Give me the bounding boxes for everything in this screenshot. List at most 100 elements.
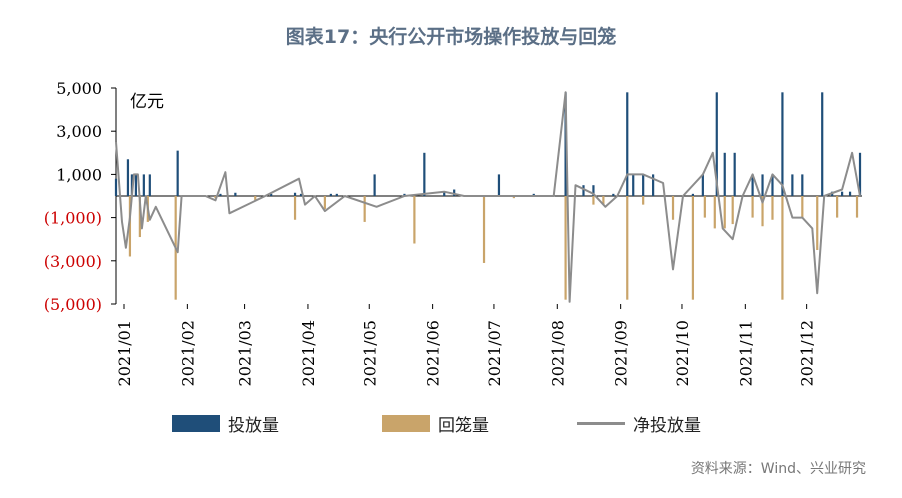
inject-bar bbox=[453, 189, 456, 196]
inject-bar bbox=[329, 193, 332, 196]
inject-bar bbox=[761, 174, 764, 196]
source-note: 资料来源：Wind、兴业研究 bbox=[690, 461, 866, 477]
withdraw-bar bbox=[771, 196, 774, 220]
withdraw-bar bbox=[816, 196, 819, 250]
withdraw-bar bbox=[751, 196, 754, 218]
withdraw-bar bbox=[323, 196, 326, 209]
legend-item-withdraw: 回笼量 bbox=[382, 410, 489, 436]
y-tick-label: (3,000) bbox=[44, 252, 102, 271]
inject-bar bbox=[592, 185, 595, 196]
inject-bar bbox=[642, 174, 645, 196]
bar-layer bbox=[114, 92, 862, 300]
inject-bar bbox=[582, 185, 585, 196]
y-tick-label: 1,000 bbox=[56, 165, 102, 184]
x-tick-label: 2021/12 bbox=[798, 320, 817, 386]
withdraw-bar bbox=[761, 196, 764, 227]
x-tick-label: 2021/09 bbox=[612, 320, 631, 386]
withdraw-bar bbox=[254, 196, 257, 201]
y-unit-label: 亿元 bbox=[130, 92, 164, 112]
withdraw-bar bbox=[293, 196, 297, 220]
inject-bar bbox=[134, 174, 137, 196]
inject-bar bbox=[781, 92, 784, 196]
x-tick-label: 2021/01 bbox=[115, 320, 134, 386]
net-injection-line bbox=[115, 91, 861, 303]
inject-bar bbox=[219, 193, 222, 196]
inject-bar bbox=[126, 159, 130, 196]
inject-bar bbox=[142, 174, 145, 196]
withdraw-bar bbox=[801, 196, 804, 218]
inject-bar bbox=[701, 174, 704, 196]
withdraw-bar bbox=[413, 196, 416, 244]
legend: 投放量 回笼量 净投放量 bbox=[172, 410, 772, 436]
x-tick-label: 2021/06 bbox=[424, 320, 443, 386]
withdraw-bar bbox=[855, 196, 859, 218]
y-tick-label: (5,000) bbox=[44, 295, 102, 314]
x-tick-label: 2021/02 bbox=[178, 320, 197, 386]
inject-bar bbox=[532, 193, 535, 196]
inject-bar bbox=[821, 92, 824, 196]
inject-bar bbox=[841, 191, 844, 196]
inject-bar bbox=[423, 152, 426, 196]
withdraw-bar bbox=[642, 196, 645, 205]
line-layer bbox=[115, 91, 861, 303]
y-tick-label: (1,000) bbox=[44, 209, 102, 228]
withdraw-bar bbox=[703, 196, 706, 218]
inject-bar bbox=[148, 174, 151, 196]
withdraw-bar bbox=[512, 196, 515, 199]
withdraw-bar bbox=[713, 196, 716, 229]
inject-bar bbox=[293, 192, 297, 196]
legend-label-inject: 投放量 bbox=[228, 415, 279, 436]
legend-label-net: 净投放量 bbox=[633, 415, 701, 436]
inject-bar bbox=[114, 178, 118, 196]
withdraw-bar bbox=[723, 196, 726, 229]
withdraw-bar bbox=[602, 196, 605, 205]
legend-label-withdraw: 回笼量 bbox=[438, 415, 489, 436]
inject-bar bbox=[176, 150, 179, 196]
withdraw-bar bbox=[128, 196, 132, 257]
inject-bar bbox=[652, 174, 655, 196]
legend-swatch-inject bbox=[172, 414, 220, 432]
withdraw-bar bbox=[363, 196, 366, 222]
withdraw-bar bbox=[626, 196, 629, 300]
y-tick-label: 5,000 bbox=[56, 79, 102, 98]
y-tick-label: 3,000 bbox=[56, 122, 102, 141]
inject-bar bbox=[234, 192, 237, 196]
inject-bar bbox=[373, 174, 376, 196]
legend-swatch-net bbox=[577, 421, 625, 425]
inject-bar bbox=[801, 174, 804, 196]
withdraw-bar bbox=[138, 196, 141, 238]
inject-bar bbox=[612, 193, 615, 196]
withdraw-bar bbox=[214, 196, 217, 199]
inject-bar bbox=[443, 191, 446, 196]
inject-bar bbox=[723, 152, 726, 196]
inject-bar bbox=[335, 193, 338, 196]
x-tick-label: 2021/04 bbox=[299, 320, 318, 386]
withdraw-bar bbox=[781, 196, 784, 300]
inject-bar bbox=[751, 174, 754, 196]
chart-title: 图表17：央行公开市场操作投放与回笼 bbox=[285, 26, 617, 48]
inject-bar bbox=[497, 174, 501, 196]
inject-bar bbox=[626, 92, 629, 196]
tick-layer: 5,000 3,000 1,000 (1,000) (3,000) (5,000) 亿元 20… bbox=[44, 79, 817, 386]
inject-bar bbox=[848, 191, 852, 196]
withdraw-bar bbox=[671, 196, 675, 220]
withdraw-bar bbox=[482, 196, 486, 263]
inject-bar bbox=[299, 193, 303, 196]
withdraw-bar bbox=[592, 196, 595, 205]
legend-swatch-withdraw bbox=[382, 414, 430, 432]
x-tick-label: 2021/07 bbox=[485, 320, 504, 386]
withdraw-bar bbox=[731, 196, 734, 225]
withdraw-bar bbox=[836, 196, 839, 218]
withdraw-bar bbox=[691, 196, 695, 300]
inject-bar bbox=[715, 92, 718, 196]
inject-bar bbox=[858, 152, 862, 196]
inject-bar bbox=[691, 193, 695, 196]
inject-bar bbox=[733, 152, 736, 196]
withdraw-bar bbox=[564, 196, 567, 300]
x-tick-label: 2021/05 bbox=[360, 320, 379, 386]
inject-bar bbox=[403, 193, 406, 196]
x-tick-label: 2021/11 bbox=[736, 320, 755, 386]
inject-bar bbox=[632, 174, 635, 196]
legend-item-net: 净投放量 bbox=[577, 410, 701, 436]
